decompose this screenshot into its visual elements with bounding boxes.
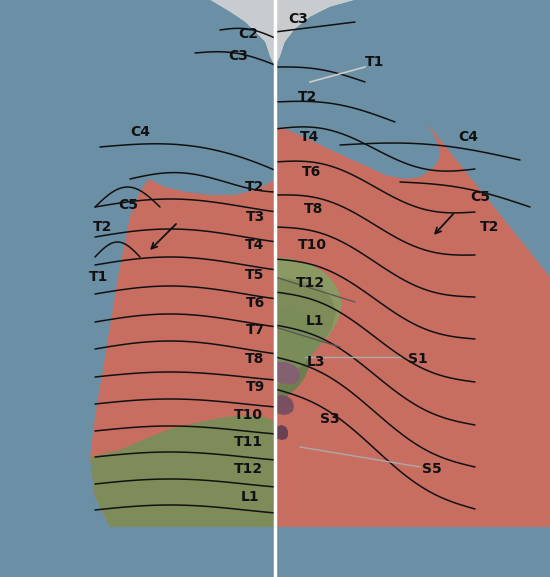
Polygon shape: [275, 362, 300, 384]
Polygon shape: [0, 0, 275, 212]
Text: T8: T8: [304, 202, 324, 216]
Text: S5: S5: [422, 462, 442, 476]
Text: T5: T5: [245, 268, 265, 282]
Text: T7: T7: [245, 323, 265, 337]
Text: T2: T2: [298, 90, 318, 104]
Polygon shape: [275, 395, 294, 415]
Text: T6: T6: [302, 165, 322, 179]
Polygon shape: [275, 307, 315, 380]
Text: T12: T12: [233, 462, 262, 476]
Text: C4: C4: [130, 125, 150, 139]
Text: T12: T12: [295, 276, 324, 290]
Text: C4: C4: [458, 130, 478, 144]
Polygon shape: [275, 257, 342, 377]
Text: T3: T3: [245, 210, 265, 224]
Text: L3: L3: [307, 355, 325, 369]
Text: T4: T4: [300, 130, 320, 144]
Text: L1: L1: [241, 490, 259, 504]
Text: T10: T10: [234, 408, 262, 422]
Text: C3: C3: [228, 49, 248, 63]
Text: S3: S3: [320, 412, 340, 426]
Polygon shape: [275, 0, 550, 212]
Text: C2: C2: [238, 27, 258, 41]
Text: T2: T2: [245, 180, 265, 194]
Text: T4: T4: [245, 238, 265, 252]
Text: C5: C5: [470, 190, 490, 204]
Polygon shape: [275, 425, 288, 440]
Text: C3: C3: [288, 12, 308, 26]
Polygon shape: [0, 0, 275, 577]
Polygon shape: [275, 117, 550, 527]
Text: T6: T6: [245, 296, 265, 310]
Polygon shape: [275, 281, 326, 347]
Text: C5: C5: [118, 198, 138, 212]
Text: S1: S1: [408, 352, 428, 366]
Polygon shape: [90, 415, 275, 527]
Text: L1: L1: [306, 314, 324, 328]
Text: T10: T10: [298, 238, 327, 252]
Polygon shape: [275, 0, 550, 577]
Text: T8: T8: [245, 352, 265, 366]
Text: T2: T2: [480, 220, 500, 234]
Text: T9: T9: [245, 380, 265, 394]
Text: T1: T1: [89, 270, 109, 284]
Polygon shape: [90, 179, 275, 527]
Text: T1: T1: [365, 55, 384, 69]
Polygon shape: [275, 327, 311, 402]
Polygon shape: [275, 277, 336, 387]
Text: T2: T2: [94, 220, 113, 234]
Text: T11: T11: [233, 435, 262, 449]
